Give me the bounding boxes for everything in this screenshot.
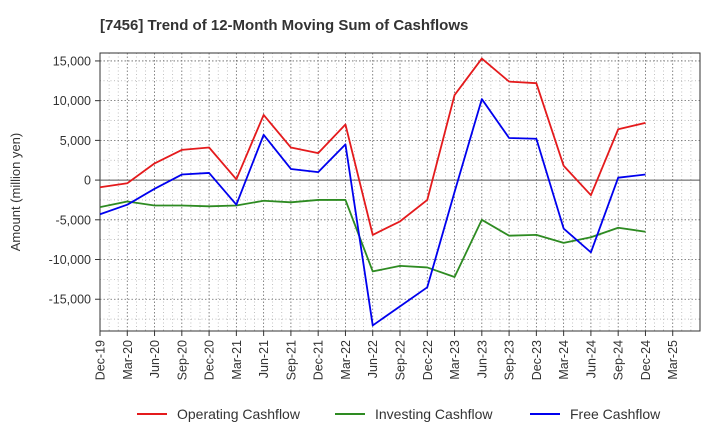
y-tick-label: -5,000 — [56, 213, 91, 227]
x-tick-label: Dec-21 — [312, 340, 326, 380]
legend: Operating Cashflow Investing Cashflow Free… — [137, 406, 661, 422]
x-tick-label: Sep-20 — [175, 340, 189, 380]
x-tick-label: Jun-20 — [148, 340, 162, 378]
free-cashflow-line — [99, 98, 646, 327]
x-tick-label: Sep-24 — [612, 340, 626, 380]
x-tick-label: Dec-22 — [421, 340, 435, 380]
operating-cashflow-line — [99, 57, 646, 236]
x-tick-label: Dec-19 — [94, 340, 108, 380]
x-tick-label: Dec-20 — [203, 340, 217, 380]
grid — [100, 53, 700, 331]
y-tick-label: -10,000 — [49, 253, 91, 267]
y-tick-label: -15,000 — [49, 293, 91, 307]
legend-label-investing-cashflow: Investing Cashflow — [375, 406, 493, 422]
x-tick-label: Dec-24 — [639, 340, 653, 380]
axes: 15,000 10,000 5,000 0 -5,000 -10,000 -15,000 De… — [49, 52, 701, 380]
x-tick-label: Mar-22 — [339, 340, 353, 380]
investing-cashflow-line — [99, 199, 646, 278]
x-tick-label: Jun-23 — [475, 340, 489, 378]
y-axis-label: Amount (million yen) — [8, 133, 23, 252]
x-tick-label: Mar-24 — [557, 340, 571, 380]
x-tick-label: Dec-23 — [530, 340, 544, 380]
legend-label-operating-cashflow: Operating Cashflow — [177, 406, 301, 422]
series-lines — [99, 57, 646, 327]
x-tick-label: Mar-25 — [666, 340, 680, 380]
x-tick-label: Sep-23 — [503, 340, 517, 380]
chart-title: [7456] Trend of 12-Month Moving Sum of C… — [100, 17, 468, 34]
x-tick-label: Jun-21 — [257, 340, 271, 378]
y-tick-label: 15,000 — [53, 54, 91, 68]
x-tick-label: Sep-21 — [284, 340, 298, 380]
x-tick-label: Mar-23 — [448, 340, 462, 380]
x-tick-label: Mar-20 — [121, 340, 135, 380]
plot-frame — [99, 52, 701, 332]
x-tick-label: Jun-22 — [366, 340, 380, 378]
y-tick-label: 0 — [84, 174, 91, 188]
x-tick-label: Mar-21 — [230, 340, 244, 380]
y-tick-label: 5,000 — [60, 134, 91, 148]
y-tick-label: 10,000 — [53, 94, 91, 108]
x-tick-label: Sep-22 — [394, 340, 408, 380]
x-tick-label: Jun-24 — [584, 340, 598, 378]
legend-label-free-cashflow: Free Cashflow — [570, 406, 661, 422]
